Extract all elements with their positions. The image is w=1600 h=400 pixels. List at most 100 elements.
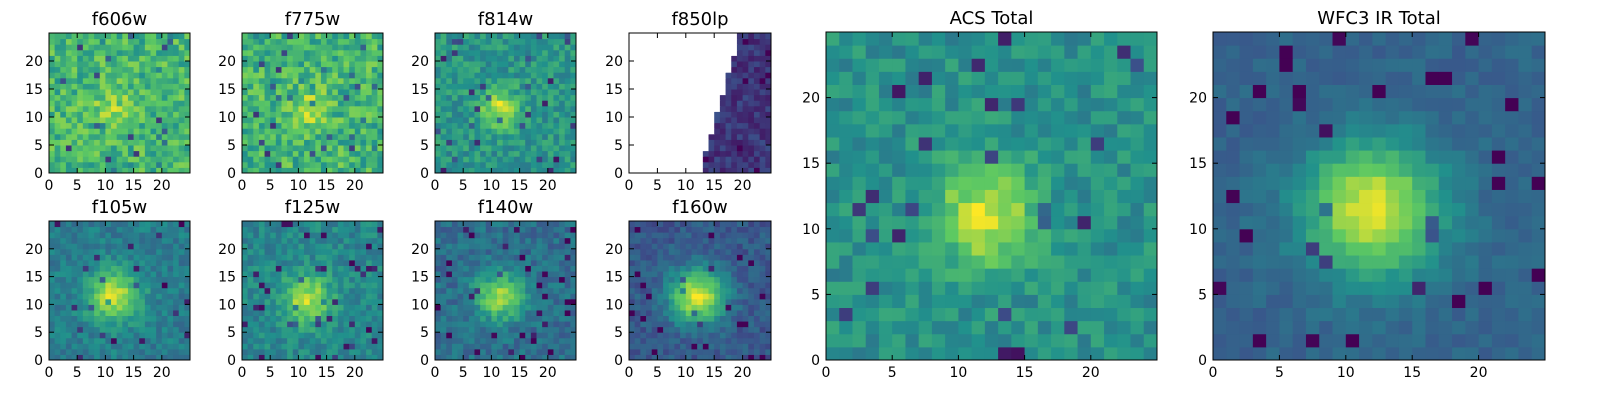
- heatmap-cell: [139, 332, 146, 339]
- heatmap-cell: [49, 83, 56, 90]
- heatmap-cell: [65, 150, 73, 157]
- heatmap-cell: [553, 348, 560, 355]
- heatmap-cell: [77, 332, 84, 339]
- heatmap-cell: [287, 298, 294, 305]
- heatmap-cell: [337, 33, 345, 40]
- heatmap-cell: [270, 332, 277, 339]
- heatmap-cell: [714, 343, 721, 350]
- heatmap-cell: [725, 72, 732, 79]
- heatmap-cell: [446, 167, 453, 174]
- heatmap-cell: [133, 343, 140, 350]
- heatmap-cell: [320, 77, 328, 84]
- x-tick-label: 5: [653, 178, 662, 194]
- heatmap-cell: [377, 332, 384, 339]
- heatmap-cell: [474, 354, 481, 361]
- heatmap-cell: [508, 226, 515, 233]
- heatmap-cell: [88, 66, 95, 73]
- heatmap-cell: [133, 221, 140, 228]
- heatmap-cell: [564, 348, 571, 355]
- heatmap-cell: [435, 150, 442, 157]
- heatmap-cell: [184, 226, 191, 233]
- heatmap-cell: [281, 309, 288, 317]
- heatmap-cell: [275, 321, 282, 328]
- heatmap-cell: [178, 139, 185, 146]
- heatmap-cell: [759, 72, 766, 79]
- y-tick-label: 0: [420, 353, 429, 369]
- heatmap-cell: [513, 167, 521, 174]
- heatmap-cell: [542, 111, 549, 118]
- heatmap-cell: [258, 326, 266, 333]
- heatmap-cell: [82, 133, 89, 140]
- heatmap-cell: [570, 354, 577, 361]
- heatmap-cell: [88, 248, 95, 255]
- heatmap-cell: [298, 315, 305, 322]
- heatmap-cell: [502, 161, 509, 168]
- heatmap-cell: [60, 33, 67, 40]
- heatmap-cell: [133, 139, 140, 146]
- heatmap-cell: [657, 337, 664, 344]
- heatmap-cell: [292, 44, 299, 51]
- heatmap-cell: [685, 343, 692, 350]
- heatmap-cell: [71, 55, 78, 62]
- heatmap-cell: [326, 315, 333, 322]
- heatmap-cell: [281, 287, 288, 294]
- heatmap-cell: [559, 61, 566, 68]
- heatmap-cell: [354, 77, 361, 84]
- heatmap-cell: [759, 315, 766, 322]
- heatmap-cell: [668, 337, 675, 344]
- heatmap-cell: [253, 61, 260, 68]
- heatmap-cell: [337, 282, 345, 289]
- heatmap-cell: [536, 117, 543, 124]
- heatmap-cell: [463, 105, 470, 112]
- heatmap-cell: [82, 265, 89, 272]
- heatmap-cell: [167, 133, 174, 140]
- heatmap-cell: [337, 66, 345, 73]
- heatmap-cell: [77, 232, 84, 239]
- heatmap-cell: [60, 309, 67, 317]
- heatmap-cell: [60, 61, 67, 68]
- heatmap-cell: [178, 72, 185, 79]
- heatmap-cell: [354, 145, 361, 152]
- heatmap-cell: [674, 128, 681, 135]
- heatmap-cell: [242, 156, 249, 163]
- heatmap-cell: [485, 248, 492, 255]
- heatmap-cell: [674, 133, 681, 140]
- heatmap-cell: [253, 243, 260, 250]
- heatmap-cell: [116, 343, 123, 350]
- heatmap-cell: [49, 243, 56, 250]
- heatmap-cell: [139, 83, 146, 90]
- heatmap-cell: [485, 111, 492, 118]
- heatmap-cell: [530, 150, 538, 157]
- heatmap-cell: [725, 49, 732, 56]
- heatmap-cell: [508, 66, 515, 73]
- heatmap-cell: [144, 232, 152, 239]
- heatmap-cell: [111, 66, 118, 73]
- heatmap-cell: [519, 293, 526, 300]
- heatmap-cell: [94, 276, 101, 283]
- heatmap-cell: [65, 315, 73, 322]
- heatmap-cell: [270, 66, 277, 73]
- heatmap-cell: [116, 304, 123, 311]
- heatmap-cell: [343, 293, 350, 300]
- heatmap-cell: [685, 287, 692, 294]
- heatmap-cell: [547, 72, 554, 79]
- heatmap-cell: [253, 348, 260, 355]
- chart-f140w-frame: [434, 220, 577, 361]
- heatmap-cell: [629, 315, 636, 322]
- heatmap-cell: [542, 298, 549, 305]
- heatmap-cell: [759, 321, 766, 328]
- heatmap-cell: [77, 265, 84, 272]
- heatmap-cell: [371, 265, 378, 272]
- x-tick-label: 5: [73, 365, 82, 381]
- heatmap-cell: [88, 145, 95, 152]
- heatmap-cell: [440, 150, 447, 157]
- heatmap-cell: [497, 232, 504, 239]
- heatmap-cell: [513, 156, 521, 163]
- heatmap-cell: [326, 72, 333, 79]
- heatmap-cell: [714, 276, 721, 283]
- heatmap-cell: [332, 282, 339, 289]
- heatmap-cell: [742, 33, 749, 40]
- heatmap-cell: [553, 248, 560, 255]
- heatmap-cell: [536, 237, 543, 244]
- heatmap-cell: [111, 139, 118, 146]
